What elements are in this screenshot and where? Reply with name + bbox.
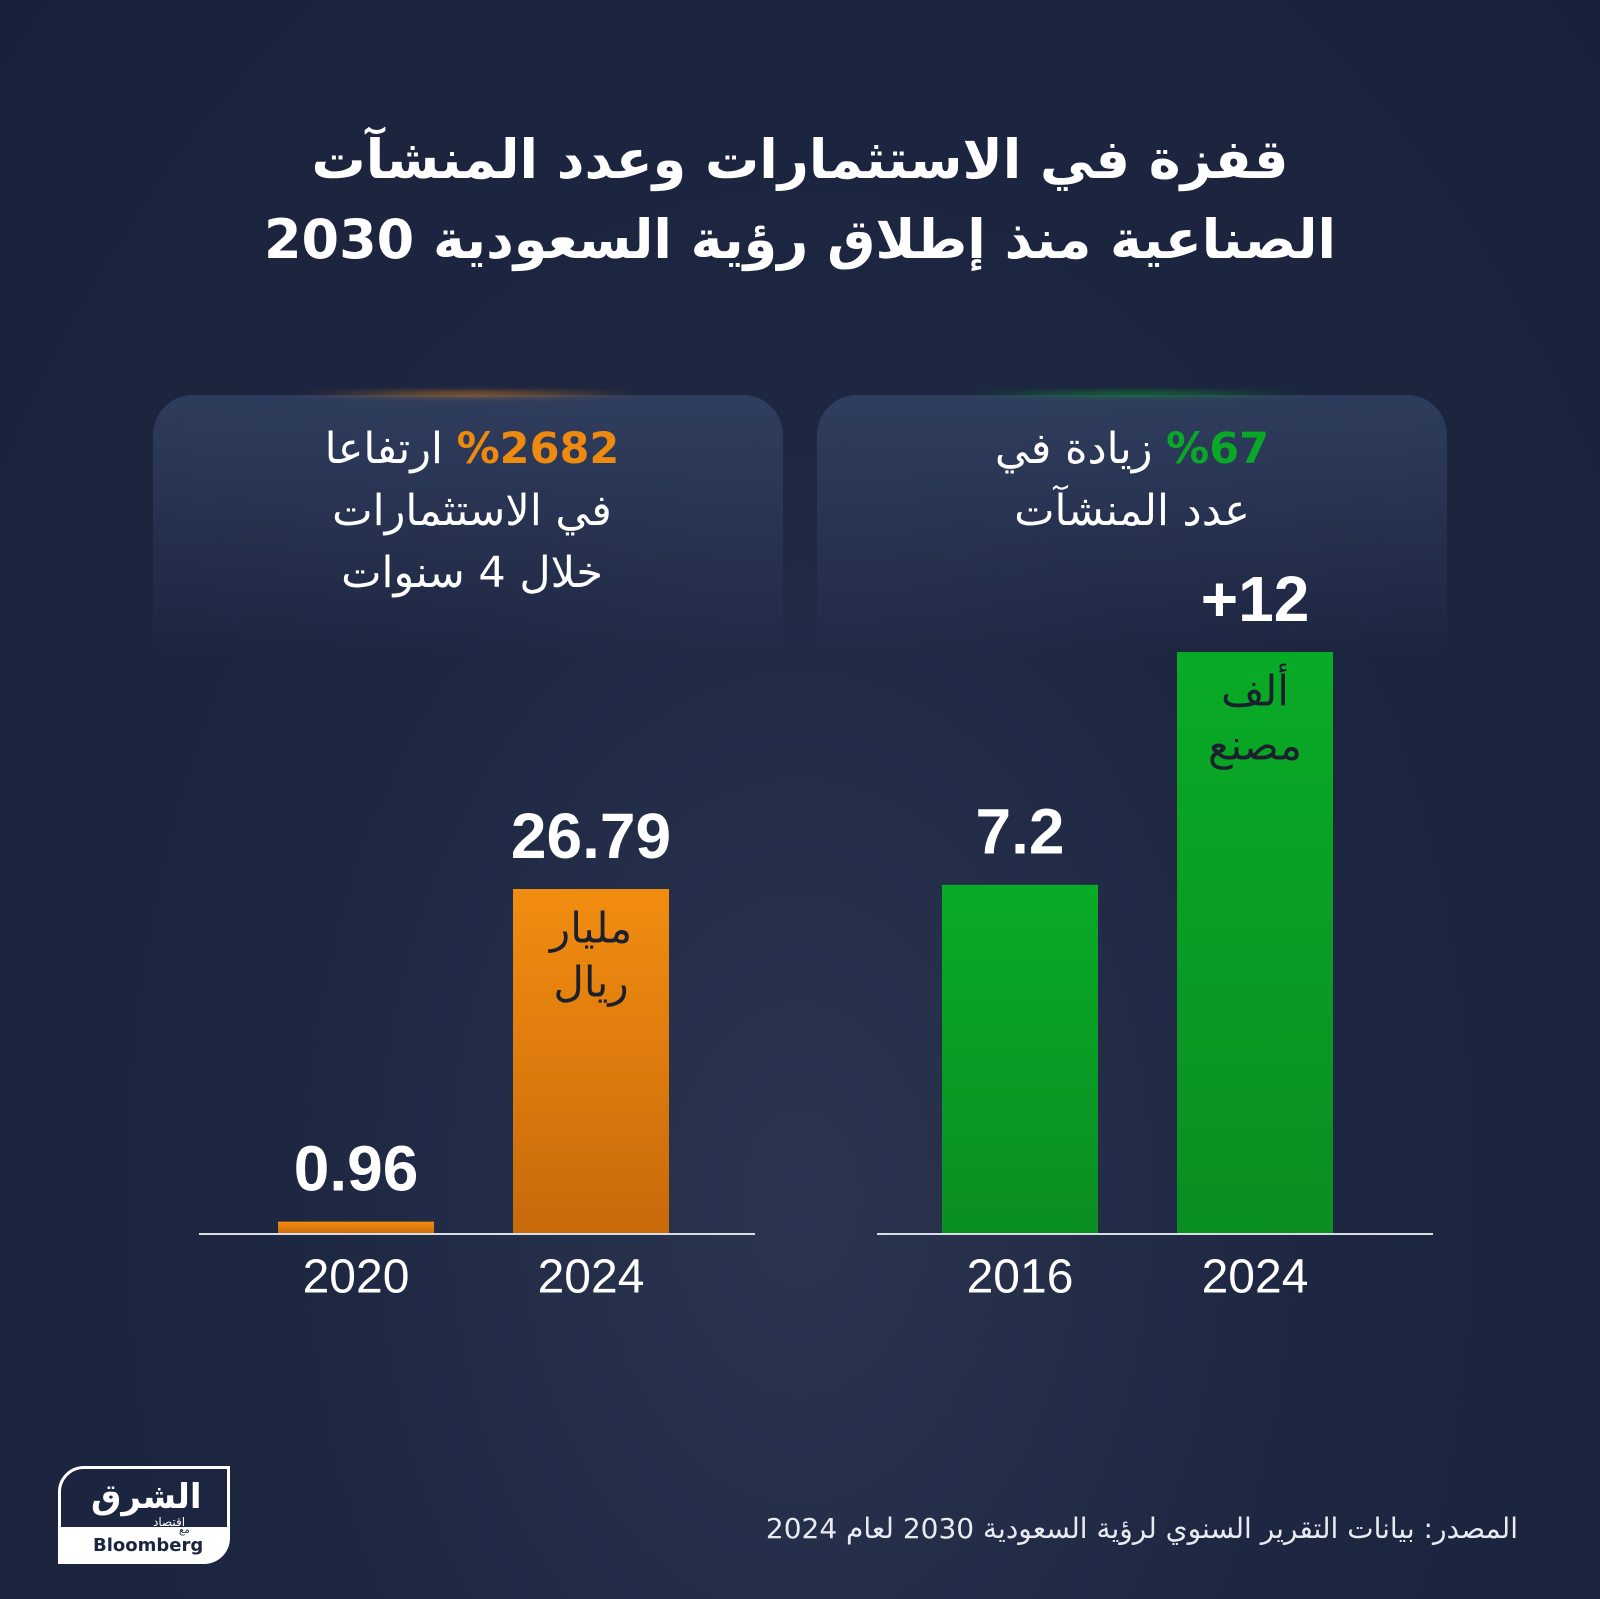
- chart-header: %67 زيادة في عدد المنشآت: [817, 418, 1447, 542]
- bar: [513, 889, 669, 1234]
- value-label: 7.2: [976, 796, 1065, 868]
- x-tick-label: 2016: [967, 1251, 1074, 1304]
- header-line: %2682 ارتفاعا: [157, 418, 787, 480]
- logo-band: [58, 1527, 230, 1564]
- unit-label: مصنع: [1208, 721, 1302, 771]
- logo-with: مع: [179, 1525, 190, 1536]
- logo-name: الشرق: [91, 1477, 202, 1517]
- unit-label: ريال: [553, 958, 628, 1007]
- title-line: قفزة في الاستثمارات وعدد المنشآت: [311, 128, 1289, 191]
- logo-sub: اقتصاد: [153, 1515, 186, 1529]
- x-tick-label: 2024: [538, 1251, 645, 1304]
- panel: [153, 395, 783, 655]
- panel-glow: [290, 391, 650, 397]
- value-label: 26.79: [511, 800, 671, 872]
- header-text: ارتفاعا: [324, 424, 443, 474]
- logo: الشرق اقتصاد مع Bloomberg: [58, 1466, 230, 1564]
- panel: [817, 395, 1447, 655]
- unit-label: مليار: [548, 904, 632, 953]
- header-highlight: %67: [1166, 424, 1270, 474]
- title-line: الصناعية منذ إطلاق رؤية السعودية 2030: [263, 208, 1337, 271]
- header-line: عدد المنشآت: [1014, 486, 1250, 536]
- logo-partner: Bloomberg: [93, 1535, 204, 1556]
- x-tick-label: 2020: [303, 1251, 410, 1304]
- header-line: خلال 4 سنوات: [341, 548, 603, 598]
- unit-label: ألف: [1221, 664, 1289, 716]
- header-highlight: %2682: [456, 424, 620, 474]
- source: المصدر: بيانات التقرير السنوي لرؤية السع…: [765, 1512, 1518, 1545]
- value-label: 0.96: [294, 1133, 419, 1205]
- bar: [942, 884, 1098, 1234]
- panel-glow: [955, 391, 1315, 397]
- header-line: في الاستثمارات: [332, 486, 612, 536]
- bar: [278, 1221, 434, 1234]
- x-tick-label: 2024: [1202, 1251, 1309, 1304]
- header-text: زيادة في: [994, 424, 1153, 474]
- bar: [1177, 652, 1333, 1234]
- header-line: %67 زيادة في: [817, 418, 1447, 480]
- chart-header: %2682 ارتفاعا في الاستثمارات خلال 4 سنوا…: [157, 418, 787, 604]
- value-label: +12: [1201, 563, 1310, 635]
